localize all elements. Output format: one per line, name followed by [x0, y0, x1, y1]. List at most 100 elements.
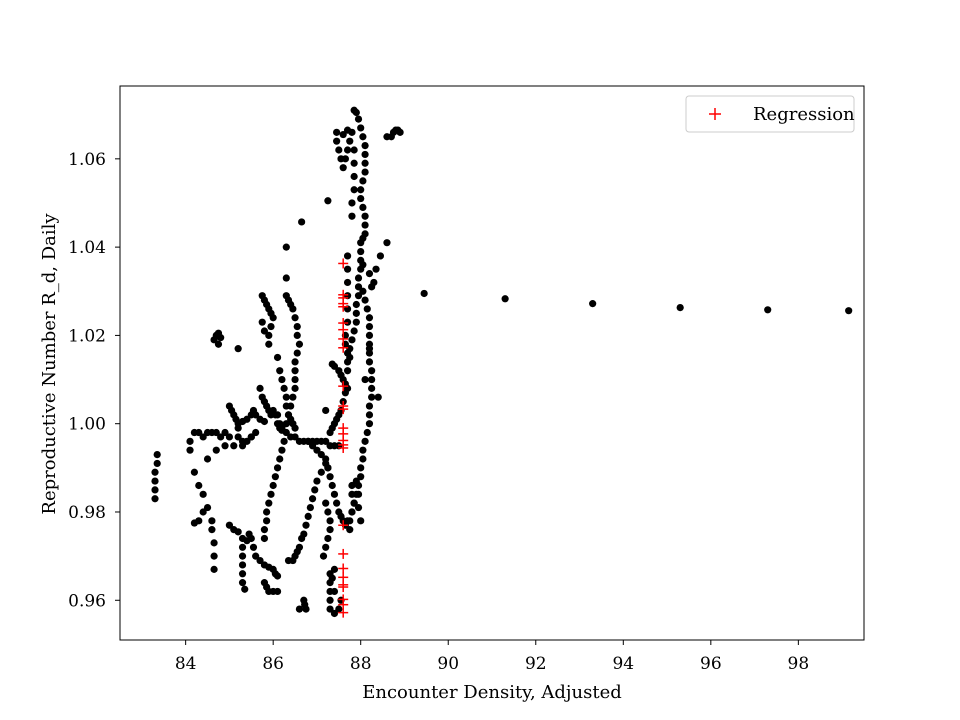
data-point — [289, 393, 297, 401]
data-point — [354, 115, 363, 123]
data-point — [350, 327, 358, 335]
data-point — [280, 437, 288, 445]
plot-points — [151, 106, 853, 618]
data-point — [208, 526, 216, 534]
data-point — [317, 450, 325, 459]
x-tick-label: 94 — [612, 654, 634, 674]
data-point — [293, 322, 301, 331]
data-point — [203, 455, 212, 463]
data-point — [295, 605, 304, 613]
y-tick-label: 0.98 — [68, 503, 106, 523]
data-point — [273, 572, 282, 580]
data-point — [265, 331, 273, 340]
data-point — [339, 130, 347, 139]
data-point — [306, 503, 314, 512]
data-point — [376, 252, 384, 260]
data-point — [354, 283, 363, 291]
data-point — [238, 579, 247, 587]
data-point — [238, 543, 247, 551]
data-point — [383, 239, 391, 247]
data-point — [361, 437, 369, 445]
data-point — [372, 265, 380, 273]
legend-marker-regression — [709, 108, 721, 120]
data-point — [343, 318, 352, 326]
data-point — [333, 499, 341, 507]
data-point — [186, 446, 194, 454]
data-point — [276, 420, 284, 428]
data-point — [217, 433, 225, 441]
data-point — [359, 133, 367, 141]
regression-point — [338, 301, 349, 312]
data-point — [359, 287, 367, 295]
data-point — [210, 539, 218, 547]
plot-frame — [119, 85, 865, 641]
data-point — [322, 406, 330, 415]
data-point — [322, 455, 330, 463]
data-point — [326, 473, 334, 481]
data-point — [199, 433, 207, 441]
data-point — [359, 177, 367, 185]
data-point — [359, 455, 367, 463]
y-tick-label: 1.04 — [68, 238, 106, 258]
data-point — [263, 508, 271, 516]
x-axis-label: Encounter Density, Adjusted — [362, 682, 622, 703]
data-point — [282, 243, 290, 251]
x-tick-label: 90 — [437, 654, 459, 674]
data-point — [199, 508, 207, 516]
data-point — [291, 424, 299, 432]
data-point — [280, 384, 288, 392]
data-point — [267, 490, 275, 498]
data-point — [420, 289, 428, 298]
data-point — [153, 459, 161, 468]
data-point — [354, 490, 363, 498]
data-point — [293, 331, 301, 340]
data-point — [365, 358, 374, 366]
data-point — [221, 442, 229, 450]
data-point — [368, 393, 376, 401]
y-tick-label: 1.06 — [68, 150, 106, 170]
data-point — [256, 556, 264, 565]
data-point — [258, 318, 266, 326]
data-point — [208, 517, 216, 525]
regression-point — [338, 258, 349, 269]
data-point — [343, 278, 352, 287]
data-point — [352, 300, 360, 309]
data-point — [343, 358, 352, 366]
data-point — [348, 490, 356, 498]
x-tick-label: 84 — [175, 654, 197, 674]
data-point — [352, 318, 360, 326]
data-point — [339, 164, 347, 172]
data-point — [300, 530, 308, 538]
legend: Regression — [685, 95, 855, 133]
data-point — [151, 486, 159, 494]
data-point — [365, 314, 374, 322]
data-point — [313, 477, 321, 485]
data-point — [359, 446, 367, 454]
y-tick-label: 1.02 — [68, 326, 106, 346]
data-point — [365, 402, 374, 410]
data-point — [260, 526, 269, 534]
x-tick-label: 96 — [700, 654, 722, 674]
data-point — [324, 534, 332, 543]
data-point — [195, 481, 203, 490]
data-point — [322, 499, 330, 507]
data-point — [357, 124, 365, 132]
data-point — [363, 428, 371, 437]
data-point — [291, 384, 299, 392]
data-point — [365, 420, 374, 428]
data-point — [330, 609, 339, 618]
data-point — [199, 490, 207, 498]
data-point — [238, 437, 247, 445]
data-point — [343, 252, 352, 260]
data-point — [357, 239, 365, 247]
data-point — [263, 517, 271, 525]
regression-point — [338, 324, 349, 335]
data-point — [589, 300, 597, 308]
x-tick-label: 86 — [262, 654, 284, 674]
data-point — [217, 334, 225, 342]
regression-point — [338, 563, 349, 574]
data-point — [357, 473, 365, 481]
data-point — [308, 442, 317, 450]
data-point — [330, 565, 339, 573]
data-point — [151, 477, 159, 485]
